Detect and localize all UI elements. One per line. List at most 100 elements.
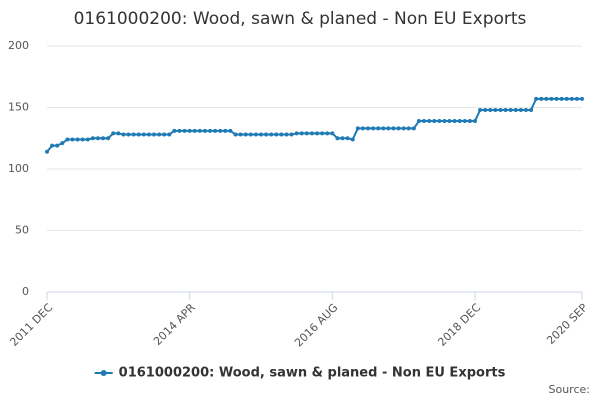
point-marker [162,132,167,137]
point-marker [80,137,85,142]
point-marker [131,132,136,137]
point-marker [45,149,49,154]
point-marker [376,126,381,131]
point-marker [493,107,498,112]
point-marker [559,96,564,101]
point-marker [518,107,523,112]
point-marker [223,128,228,133]
point-marker [467,119,472,124]
point-marker [544,96,549,101]
point-marker [182,128,187,133]
point-marker [243,132,248,137]
point-marker [259,132,263,137]
point-marker [60,141,65,146]
point-marker [279,132,284,137]
point-marker [437,119,442,124]
point-marker [152,132,156,137]
point-marker [172,128,177,133]
point-marker [513,107,518,112]
legend-label: 0161000200: Wood, sawn & planed - Non EU… [119,366,506,381]
point-marker [539,96,544,101]
point-marker [90,136,95,141]
point-marker [371,126,376,131]
point-marker [564,96,569,101]
point-marker [136,132,141,137]
point-marker [549,96,554,101]
point-marker [330,131,335,136]
point-marker [228,128,233,133]
point-marker [523,107,528,112]
point-marker [304,131,309,136]
point-marker [233,132,238,137]
point-marker [432,119,437,124]
point-marker [177,128,182,133]
point-marker [202,128,207,133]
point-marker [355,126,360,131]
point-marker [116,131,121,136]
point-marker [167,132,172,137]
x-tick-label: 2014 APR [151,301,198,348]
point-marker [50,143,55,148]
point-marker [192,128,197,133]
point-marker [569,96,574,101]
point-marker [106,136,111,141]
chart-title: 0161000200: Wood, sawn & planed - Non EU… [74,9,527,29]
point-marker [197,128,202,133]
point-marker [580,96,584,101]
y-tick-label: 200 [8,39,29,52]
point-marker [95,136,100,141]
legend-marker [100,370,107,376]
point-marker [111,131,116,136]
point-marker [350,137,355,142]
y-tick-label: 50 [15,224,29,237]
point-marker [208,128,213,133]
point-marker [126,132,131,137]
point-marker [488,107,493,112]
x-tick-label: 2018 DEC [435,301,483,349]
y-tick-label: 100 [8,162,29,175]
point-marker [248,132,253,137]
point-marker [478,107,483,112]
point-marker [508,107,513,112]
point-marker [213,128,218,133]
point-marker [411,126,416,131]
point-marker [65,137,70,142]
point-marker [335,136,340,141]
y-tick-label: 150 [8,101,29,114]
point-marker [473,119,477,124]
point-marker [391,126,396,131]
x-tick-label: 2020 SEP [544,301,590,347]
point-marker [416,119,421,124]
point-marker [253,132,258,137]
point-marker [85,137,90,142]
point-marker [141,132,146,137]
point-marker [75,137,80,142]
point-marker [503,107,508,112]
point-marker [218,128,223,133]
point-marker [534,96,539,101]
point-marker [55,143,60,148]
point-marker [284,132,289,137]
point-marker [427,119,432,124]
point-marker [366,126,370,131]
point-marker [187,128,192,133]
x-tick-label: 2011 DEC [7,301,55,349]
point-marker [462,119,467,124]
point-marker [457,119,462,124]
point-marker [401,126,406,131]
y-tick-label: 0 [22,285,29,298]
point-marker [157,132,162,137]
source: Source: [549,383,591,396]
point-marker [238,132,243,137]
point-marker [442,119,447,124]
point-marker [498,107,503,112]
point-marker [101,136,106,141]
point-marker [447,119,452,124]
point-marker [574,96,579,101]
point-marker [340,136,345,141]
point-marker [452,119,457,124]
x-tick-label: 2016 AUG [292,301,341,350]
point-marker [386,126,391,131]
point-marker [309,131,314,136]
